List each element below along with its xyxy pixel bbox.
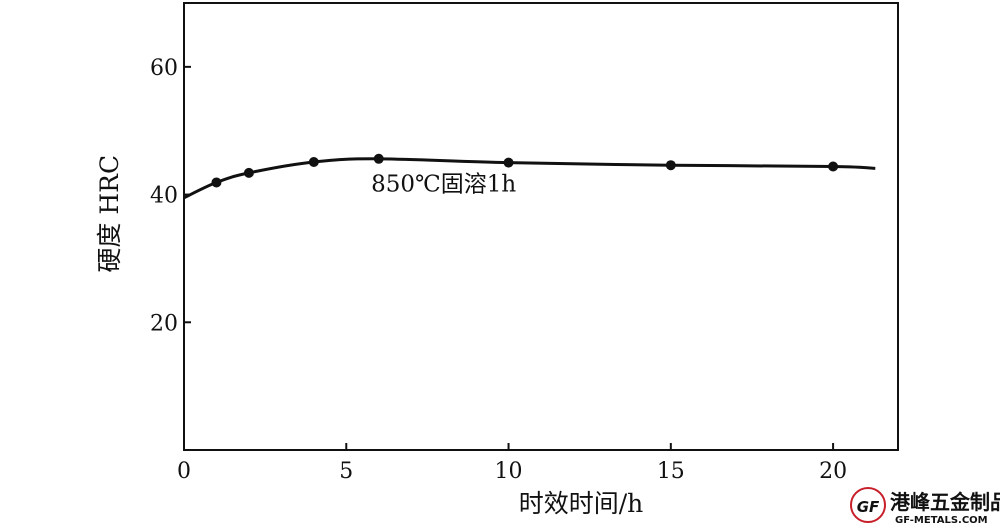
data-point (828, 161, 839, 172)
data-point (211, 177, 222, 188)
data-point (243, 167, 254, 178)
watermark-logo-text: GF (857, 498, 880, 516)
annotation-label: 850℃固溶1h (371, 171, 516, 197)
data-point (373, 153, 384, 164)
x-tick-label: 5 (339, 459, 353, 484)
x-tick-label: 10 (495, 459, 523, 484)
x-tick-label: 0 (177, 459, 191, 484)
series-line (183, 157, 876, 200)
watermark: GF 港峰五金制品 GF-METALS.COM (850, 487, 1000, 526)
y-axis-title: 硬度 HRC (95, 155, 124, 273)
y-tick-label: 40 (150, 184, 178, 209)
data-point (308, 157, 319, 168)
x-axis-title: 时效时间/h (519, 489, 644, 518)
plot-frame (183, 2, 899, 451)
x-tick-label: 15 (657, 459, 685, 484)
x-tick-label: 20 (819, 459, 847, 484)
watermark-text-en: GF-METALS.COM (895, 515, 988, 526)
axes (183, 2, 899, 451)
series-layer (183, 153, 876, 200)
y-tick-label: 60 (150, 56, 178, 81)
labels-layer: 0 5 10 15 20 20 40 60 时效时间/h 硬度 HRC 850℃固溶1h (95, 56, 847, 518)
watermark-text-cn: 港峰五金制品 (890, 490, 1000, 514)
watermark-logo-icon (850, 487, 886, 523)
data-point (665, 160, 676, 171)
y-tick-label: 20 (150, 311, 178, 336)
data-point (503, 157, 514, 168)
